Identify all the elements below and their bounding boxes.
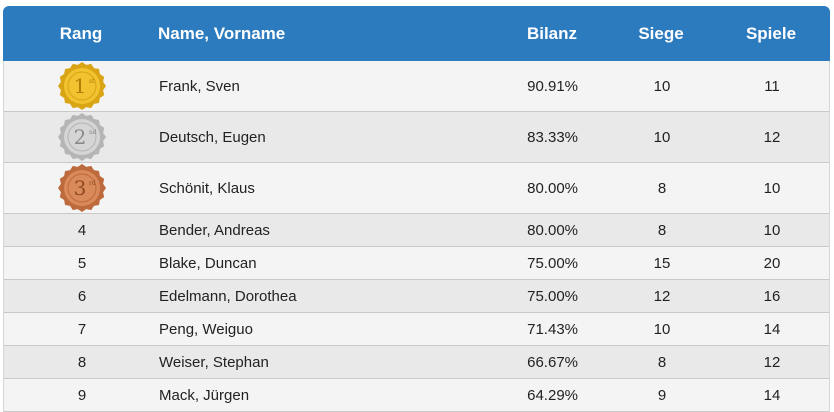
siege-cell: 10 bbox=[653, 128, 671, 146]
table-row: 5 Blake, Duncan 75.00% 15 20 bbox=[4, 247, 829, 280]
name-cell: Schönit, Klaus bbox=[159, 179, 255, 197]
medal-digit: 2 bbox=[74, 125, 87, 149]
spiele-cell: 11 bbox=[764, 77, 780, 95]
name-cell: Deutsch, Eugen bbox=[159, 128, 266, 146]
bilanz-cell: 64.29% bbox=[527, 386, 578, 404]
bilanz-cell: 80.00% bbox=[527, 221, 578, 239]
spiele-cell: 16 bbox=[763, 287, 781, 305]
name-cell: Edelmann, Dorothea bbox=[159, 287, 297, 305]
rank-cell: 6 bbox=[77, 287, 87, 305]
bilanz-cell: 75.00% bbox=[527, 287, 578, 305]
table-header: Rang Name, Vorname Bilanz Siege Spiele bbox=[3, 6, 830, 61]
siege-cell: 8 bbox=[657, 179, 667, 197]
spiele-cell: 12 bbox=[763, 353, 781, 371]
bilanz-cell: 71.43% bbox=[527, 320, 578, 338]
medal-suffix: rd bbox=[89, 180, 96, 187]
table-row: 4 Bender, Andreas 80.00% 8 10 bbox=[4, 214, 829, 247]
medal-digit: 1 bbox=[74, 74, 87, 98]
table-row: 9 Mack, Jürgen 64.29% 9 14 bbox=[4, 379, 829, 412]
bilanz-cell: 66.67% bbox=[527, 353, 578, 371]
siege-cell: 8 bbox=[657, 221, 667, 239]
rank-cell: 4 bbox=[77, 221, 87, 239]
ranking-table: Rang Name, Vorname Bilanz Siege Spiele 1… bbox=[3, 6, 830, 412]
rank-cell: 9 bbox=[77, 386, 87, 404]
column-header-siege[interactable]: Siege bbox=[638, 24, 684, 43]
name-cell: Mack, Jürgen bbox=[159, 386, 250, 404]
column-header-rank[interactable]: Rang bbox=[59, 24, 103, 43]
name-cell: Bender, Andreas bbox=[159, 221, 270, 239]
bilanz-cell: 83.33% bbox=[527, 128, 578, 146]
bilanz-cell: 80.00% bbox=[527, 179, 578, 197]
spiele-cell: 14 bbox=[763, 320, 781, 338]
spiele-cell: 20 bbox=[763, 254, 781, 272]
rank-cell: 8 bbox=[77, 353, 87, 371]
name-cell: Peng, Weiguo bbox=[159, 320, 253, 338]
rank-cell: 5 bbox=[77, 254, 87, 272]
table-row: 7 Peng, Weiguo 71.43% 10 14 bbox=[4, 313, 829, 346]
spiele-cell: 12 bbox=[763, 128, 781, 146]
name-cell: Weiser, Stephan bbox=[159, 353, 269, 371]
bilanz-cell: 75.00% bbox=[527, 254, 578, 272]
spiele-cell: 10 bbox=[763, 179, 781, 197]
siege-cell: 12 bbox=[653, 287, 671, 305]
bilanz-cell: 90.91% bbox=[527, 77, 578, 95]
rank-cell: 7 bbox=[77, 320, 87, 338]
spiele-cell: 14 bbox=[763, 386, 781, 404]
medal-suffix: st bbox=[89, 78, 95, 85]
medal-digit: 3 bbox=[74, 176, 87, 200]
column-header-name[interactable]: Name, Vorname bbox=[158, 24, 286, 43]
siege-cell: 15 bbox=[653, 254, 671, 272]
siege-cell: 10 bbox=[653, 77, 671, 95]
table-row: 8 Weiser, Stephan 66.67% 8 12 bbox=[4, 346, 829, 379]
medal-suffix: nd bbox=[89, 129, 97, 136]
column-header-spiele[interactable]: Spiele bbox=[745, 24, 797, 43]
siege-cell: 10 bbox=[653, 320, 671, 338]
siege-cell: 8 bbox=[657, 353, 667, 371]
spiele-cell: 10 bbox=[763, 221, 781, 239]
siege-cell: 9 bbox=[657, 386, 667, 404]
column-header-bilanz[interactable]: Bilanz bbox=[526, 24, 577, 43]
name-cell: Frank, Sven bbox=[159, 77, 240, 95]
name-cell: Blake, Duncan bbox=[159, 254, 257, 272]
table-row: 6 Edelmann, Dorothea 75.00% 12 16 bbox=[4, 280, 829, 313]
